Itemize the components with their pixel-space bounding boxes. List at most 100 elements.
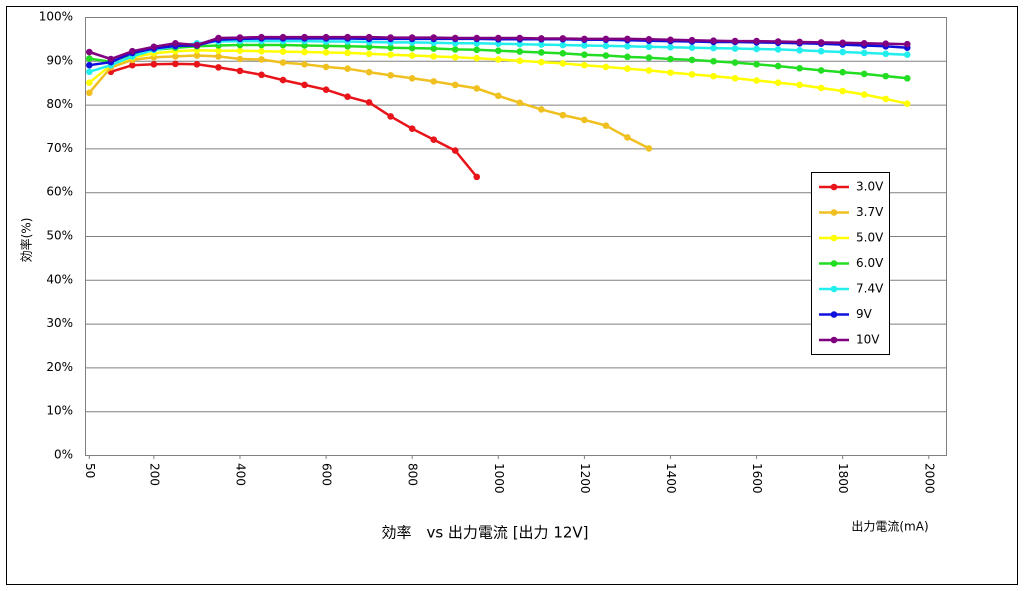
data-point [774, 46, 782, 53]
x-tick-label: 1200 [578, 463, 592, 494]
data-point [365, 43, 373, 51]
legend-marker [830, 336, 838, 344]
data-point [839, 39, 846, 47]
data-point [258, 47, 265, 55]
data-point [581, 42, 588, 49]
y-tick-label: 50% [46, 229, 73, 243]
legend-marker [830, 209, 838, 216]
x-tick-label: 600 [320, 463, 334, 486]
data-point [150, 61, 158, 68]
data-point [559, 60, 567, 67]
data-point [451, 147, 459, 154]
data-point [172, 60, 179, 68]
data-point [624, 53, 631, 61]
data-point [408, 75, 416, 82]
legend-marker [830, 311, 838, 318]
data-point [322, 86, 330, 94]
data-point [301, 48, 308, 56]
data-point [688, 71, 696, 78]
data-point [172, 39, 179, 47]
data-point [193, 41, 201, 49]
data-point [882, 50, 890, 58]
data-point [753, 61, 760, 68]
data-point [107, 55, 115, 63]
data-point [624, 35, 631, 43]
data-point [860, 49, 868, 57]
data-point [387, 44, 394, 51]
data-point [279, 76, 287, 84]
y-tick-label: 100% [39, 10, 73, 24]
data-point [839, 48, 846, 56]
data-point [796, 38, 803, 46]
data-point [731, 45, 739, 52]
data-point [344, 49, 351, 57]
y-tick-label: 80% [46, 97, 73, 111]
data-point [710, 44, 717, 52]
legend-label: 9V [856, 307, 873, 321]
data-point [86, 55, 93, 62]
data-point [731, 37, 739, 45]
data-point [86, 79, 93, 86]
data-point [753, 37, 760, 45]
x-axis-label: 出力電流(mA) [851, 520, 928, 534]
data-point [494, 92, 502, 100]
data-point [731, 59, 739, 66]
data-point [408, 44, 416, 52]
data-point [365, 68, 373, 76]
data-point [236, 47, 244, 55]
y-tick-label: 60% [46, 185, 73, 199]
data-point [903, 100, 911, 108]
data-point [710, 72, 717, 80]
data-point [538, 106, 545, 113]
data-point [602, 122, 610, 129]
data-point [430, 78, 438, 85]
y-axis-label: 効率(%) [19, 218, 34, 263]
data-point [538, 35, 545, 42]
x-tick-label: 1800 [836, 463, 850, 494]
data-point [473, 173, 481, 181]
data-point [796, 64, 803, 72]
y-tick-label: 70% [46, 141, 73, 155]
x-tick-label: 1600 [750, 463, 764, 494]
data-point [581, 35, 588, 43]
data-point [86, 61, 93, 69]
data-point [645, 36, 653, 43]
data-point [430, 53, 438, 60]
data-point [215, 64, 222, 71]
data-point [581, 51, 588, 58]
y-tick-label: 30% [46, 316, 73, 330]
data-point [301, 81, 308, 89]
data-point [86, 89, 93, 97]
data-point [387, 34, 394, 41]
data-point [129, 61, 136, 69]
data-point [538, 58, 545, 66]
y-tick-label: 40% [46, 272, 73, 286]
x-tick-label: 200 [147, 463, 161, 486]
data-point [817, 67, 825, 74]
data-point [322, 63, 330, 71]
data-point [903, 75, 911, 82]
data-point [731, 75, 739, 82]
data-point [215, 53, 222, 60]
data-point [602, 42, 610, 50]
data-point [172, 53, 179, 60]
data-point [774, 79, 782, 86]
data-point [796, 46, 803, 54]
data-point [559, 41, 567, 49]
data-point [796, 81, 803, 89]
data-point [365, 33, 373, 41]
data-point [624, 134, 631, 141]
data-point [473, 54, 481, 62]
data-point [387, 113, 394, 120]
data-point [344, 43, 351, 50]
data-point [753, 45, 760, 53]
legend-label: 10V [856, 333, 880, 347]
data-point [602, 52, 610, 59]
series-line [110, 62, 478, 178]
data-point [645, 67, 653, 74]
legend-label: 3.0V [856, 180, 884, 194]
data-point [538, 41, 545, 48]
data-point [839, 87, 846, 95]
data-point [408, 34, 416, 41]
data-point [86, 48, 93, 56]
